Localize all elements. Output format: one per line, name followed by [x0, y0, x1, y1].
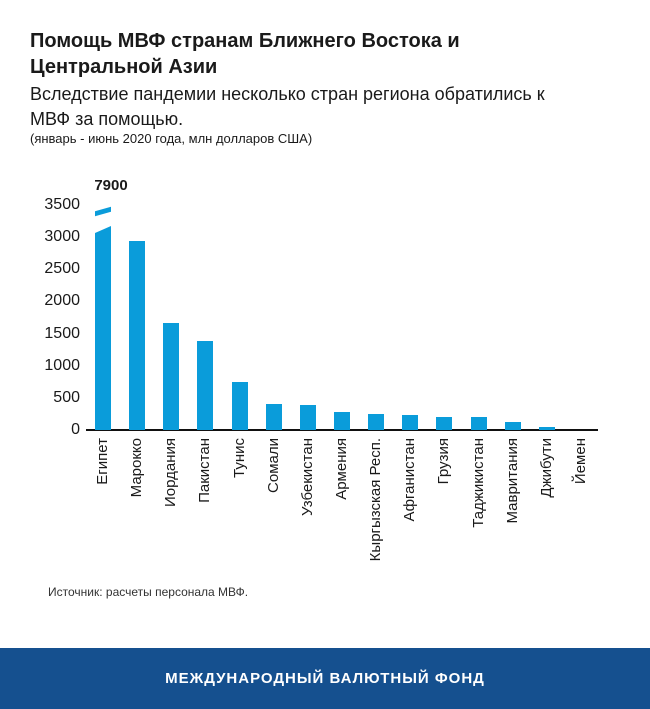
bar-1 — [95, 226, 111, 430]
bar-8 — [334, 412, 350, 430]
y-tick-label: 1500 — [44, 325, 80, 342]
page-title: Помощь МВФ странам Ближнего Востока и Це… — [30, 30, 460, 78]
y-tick-label: 0 — [71, 421, 80, 438]
bar-11 — [436, 417, 452, 430]
x-axis-label: Джибути — [538, 438, 555, 498]
y-tick-label: 2500 — [44, 260, 80, 277]
y-tick-label: 2000 — [44, 292, 80, 309]
x-axis-label: Афганистан — [401, 438, 418, 522]
x-axis-label: Тунис — [231, 438, 248, 478]
bar-10 — [402, 415, 418, 430]
bar-14 — [539, 427, 555, 430]
subtitle: Вследствие пандемии несколько стран реги… — [30, 84, 545, 129]
bar-7 — [300, 405, 316, 430]
imf-brand-bar: МЕЖДУНАРОДНЫЙ ВАЛЮТНЫЙ ФОНД — [0, 648, 650, 709]
x-axis-label: Пакистан — [196, 438, 213, 503]
x-axis-line — [86, 429, 598, 431]
axis-break-marker — [95, 206, 111, 217]
x-axis-label: Марокко — [128, 438, 145, 498]
unit-note: (январь - июнь 2020 года, млн долларов С… — [30, 131, 313, 146]
y-tick-label: 3000 — [44, 228, 80, 245]
bar-3 — [163, 323, 179, 430]
x-axis-label: Йемен — [572, 438, 589, 485]
y-tick-label: 3500 — [44, 196, 80, 213]
y-tick-label: 1000 — [44, 357, 80, 374]
x-axis-label: Мавритания — [504, 438, 521, 524]
x-axis-label: Иордания — [162, 438, 179, 508]
bar-4 — [197, 341, 213, 430]
bar-12 — [471, 417, 487, 430]
bar-2 — [129, 241, 145, 430]
bar-13 — [505, 422, 521, 430]
broken-bar-value-label: 7900 — [94, 177, 128, 194]
x-axis-label: Кыргызская Респ. — [367, 438, 384, 562]
x-axis-label: Сомали — [265, 438, 282, 493]
bar-9 — [368, 414, 384, 430]
bar-6 — [266, 404, 282, 430]
source-note: Источник: расчеты персонала МВФ. — [48, 585, 249, 599]
bar-chart: 0 500 1000 1500 2000 2500 3000 3500 7900 Египет Ма… — [44, 177, 598, 562]
x-axis-label: Таджикистан — [470, 438, 487, 528]
imf-wordmark: МЕЖДУНАРОДНЫЙ ВАЛЮТНЫЙ ФОНД — [165, 670, 485, 687]
x-axis-label: Грузия — [435, 438, 452, 485]
y-tick-label: 500 — [53, 389, 80, 406]
x-axis-label: Египет — [94, 438, 111, 485]
bar-5 — [232, 382, 248, 430]
x-axis-label: Армения — [333, 438, 350, 500]
x-axis-label: Узбекистан — [299, 438, 316, 516]
